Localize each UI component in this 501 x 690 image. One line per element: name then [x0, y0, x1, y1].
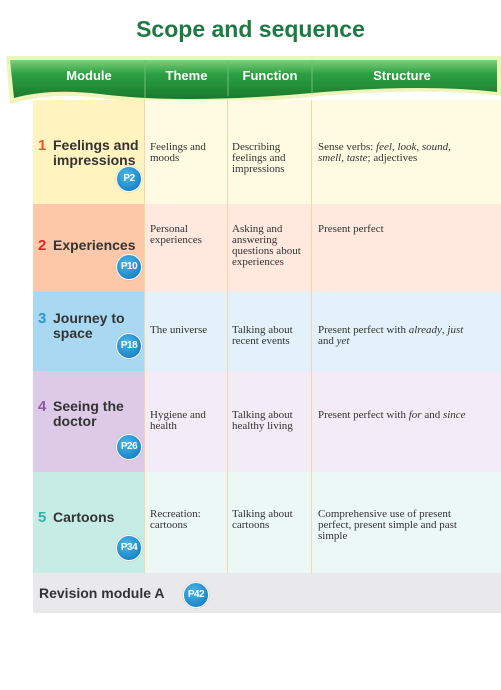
structure-part: , [391, 141, 398, 153]
function-cell: Describing feelings and impressions [228, 100, 312, 204]
theme-text: Hygiene and health [150, 409, 206, 432]
module-name: 1 Feelings and impressions [33, 138, 143, 168]
page-badge: P10 [116, 254, 142, 280]
table-row: 3 Journey to space P18 The universe Talking … [0, 292, 501, 371]
structure-part: Present perfect with [318, 409, 409, 421]
function-cell: Talking about cartoons [228, 472, 312, 573]
header-cell: Module [66, 68, 112, 83]
theme-text: Recreation: cartoons [150, 508, 201, 531]
module-name: 5 Cartoons [33, 509, 143, 526]
theme-cell: Feelings and moods [145, 100, 228, 204]
structure-text: Present perfect [318, 224, 468, 235]
structure-cell: Present perfect with already, just and y… [312, 292, 501, 371]
page-badge: P2 [116, 166, 142, 192]
structure-part: , [416, 141, 422, 153]
structure-part: just [447, 324, 464, 336]
theme-cell: Personal experiences [145, 204, 228, 292]
module-cell: 1 Feelings and impressions P2 [33, 100, 145, 204]
structure-part: Present perfect with [318, 324, 409, 336]
header-band [6, 56, 501, 104]
structure-cell: Present perfect [312, 204, 501, 292]
structure-text: Present perfect with for and since [318, 410, 468, 421]
function-text: Talking about healthy living [232, 409, 293, 432]
theme-cell: Hygiene and health [145, 371, 228, 472]
structure-cell: Present perfect with for and since [312, 371, 501, 472]
theme-text: Feelings and moods [150, 141, 206, 164]
structure-text: Present perfect with already, just and y… [318, 325, 468, 347]
module-title: Seeing the doctor [53, 398, 124, 429]
structure-part: for [408, 409, 422, 421]
function-cell: Talking about healthy living [228, 371, 312, 472]
module-name: 3 Journey to space [33, 311, 143, 341]
structure-part: Sense verbs: [318, 141, 377, 153]
structure-part: yet [336, 335, 350, 347]
structure-part: ; adjectives [367, 152, 418, 164]
structure-part: , [448, 141, 451, 153]
module-cell: 2 Experiences P10 [33, 204, 145, 292]
structure-part: look [397, 141, 417, 153]
module-number: 4 [38, 398, 47, 415]
header-cell: Theme [165, 68, 208, 83]
revision-label: Revision module A [39, 585, 165, 601]
structure-part: already [408, 324, 442, 336]
page-badge: P34 [116, 535, 142, 561]
theme-text: The universe [150, 324, 208, 336]
page-badge: P42 [183, 582, 209, 608]
module-number: 2 [38, 237, 47, 254]
module-cell: 4 Seeing the doctor P26 [33, 371, 145, 472]
structure-part: taste [346, 152, 368, 164]
structure-part: Comprehensive use of present perfect, pr… [318, 508, 457, 542]
title: Scope and sequence [136, 16, 365, 42]
structure-cell: Comprehensive use of present perfect, pr… [312, 472, 501, 573]
structure-part: Present perfect [318, 223, 384, 235]
structure-part: , [441, 324, 448, 336]
function-text: Talking about recent events [232, 324, 293, 347]
theme-cell: Recreation: cartoons [145, 472, 228, 573]
revision-row: Revision module A P42 [33, 573, 501, 613]
structure-part: and [318, 335, 337, 347]
structure-part: and [421, 409, 443, 421]
page-badge: P26 [116, 434, 142, 460]
structure-part: , [341, 152, 347, 164]
module-cell: 5 Cartoons P34 [33, 472, 145, 573]
structure-part: sound [421, 141, 449, 153]
function-cell: Asking and answering questions about exp… [228, 204, 312, 292]
module-title: Feelings and impressions [53, 137, 139, 168]
module-title: Experiences [53, 237, 136, 253]
table-row: 2 Experiences P10 Personal experiences Askin… [0, 204, 501, 292]
header-cell: Function [242, 68, 298, 83]
module-cell: 3 Journey to space P18 [33, 292, 145, 371]
module-number: 1 [38, 137, 47, 154]
module-title: Journey to space [53, 310, 125, 341]
module-number: 3 [38, 310, 47, 327]
theme-cell: The universe [145, 292, 228, 371]
table-row: 5 Cartoons P34 Recreation: cartoons Talking … [0, 472, 501, 573]
structure-part: feel [376, 141, 392, 153]
function-text: Talking about cartoons [232, 508, 293, 531]
header-cell: Structure [373, 68, 431, 83]
structure-text: Sense verbs: feel, look, sound, smell, t… [318, 142, 468, 164]
module-title: Cartoons [53, 509, 115, 525]
structure-part: smell [318, 152, 342, 164]
module-number: 5 [38, 509, 47, 526]
structure-cell: Sense verbs: feel, look, sound, smell, t… [312, 100, 501, 204]
function-text: Describing feelings and impressions [232, 141, 286, 175]
table-row: 1 Feelings and impressions P2 Feelings and … [0, 100, 501, 204]
page-badge: P18 [116, 333, 142, 359]
table-row: 4 Seeing the doctor P26 Hygiene and health T… [0, 371, 501, 472]
structure-part: since [442, 409, 466, 421]
theme-text: Personal experiences [150, 223, 202, 246]
structure-text: Comprehensive use of present perfect, pr… [318, 509, 468, 542]
module-name: 2 Experiences [33, 237, 143, 254]
module-name: 4 Seeing the doctor [33, 399, 143, 429]
function-text: Asking and answering questions about exp… [232, 223, 301, 268]
function-cell: Talking about recent events [228, 292, 312, 371]
